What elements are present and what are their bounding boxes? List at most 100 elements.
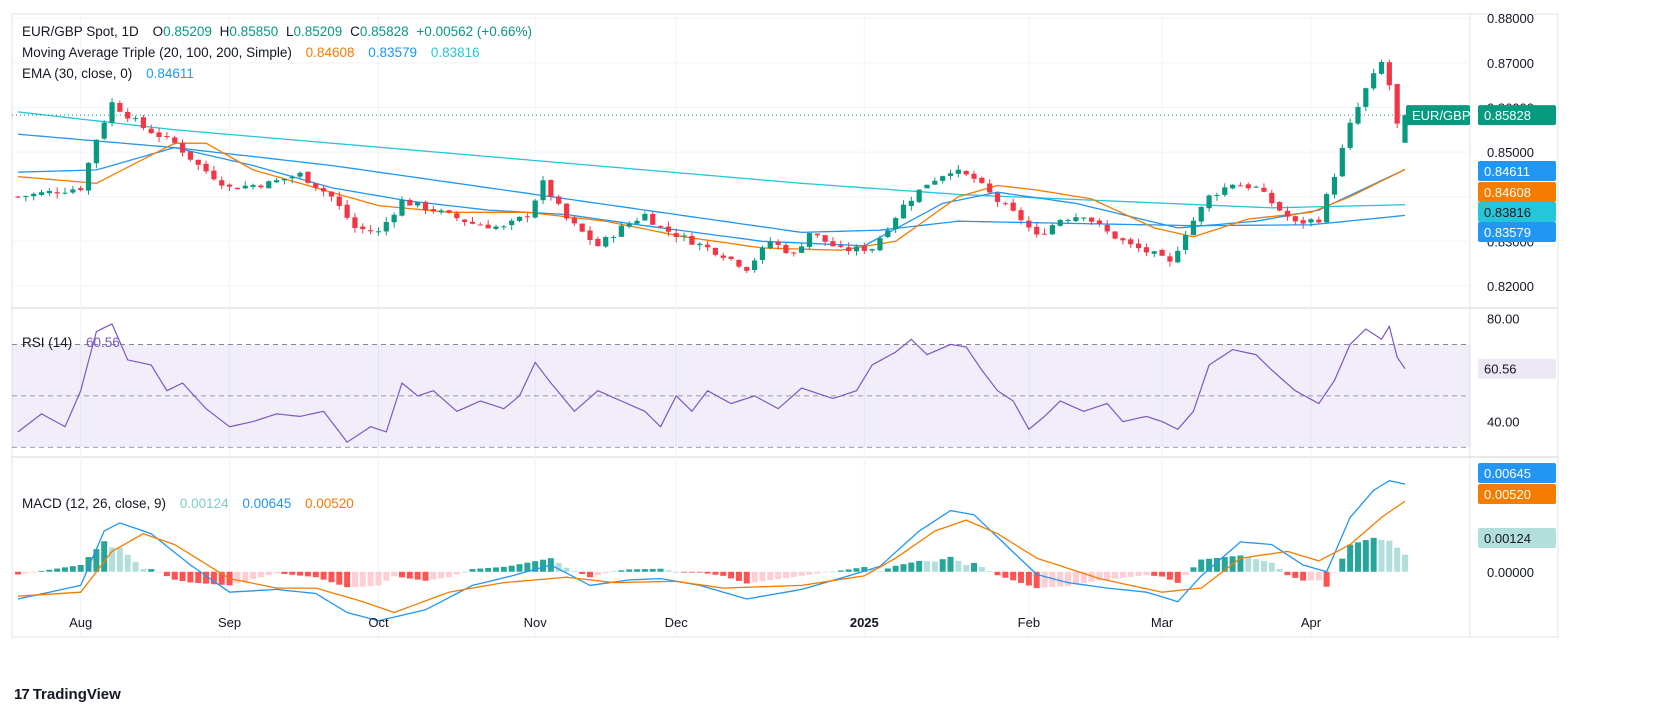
chart-frame xyxy=(11,13,1559,638)
macd-hist-bar xyxy=(712,571,719,575)
macd-label: MACD (12, 26, close, 9) xyxy=(22,496,167,511)
candle-body xyxy=(258,185,264,188)
tradingview-logo[interactable]: 17 TradingView xyxy=(14,686,121,703)
macd-hist-bar xyxy=(1268,562,1275,572)
candle-body xyxy=(179,143,186,153)
macd-hist-bar xyxy=(1010,571,1017,581)
macd-hist-bar xyxy=(626,569,633,572)
macd-hist-bar xyxy=(1119,571,1126,578)
indicator-lines xyxy=(12,111,1470,622)
candle-body xyxy=(618,225,624,237)
macd-hist-bar xyxy=(328,571,335,583)
candle-body xyxy=(1253,186,1259,188)
candle-body xyxy=(908,200,914,206)
macd-hist-bar xyxy=(22,571,29,574)
candle-body xyxy=(62,192,68,194)
candle-body xyxy=(1284,210,1291,217)
candle-body xyxy=(46,191,52,194)
symbol-tag: EUR/GBP xyxy=(1412,108,1471,123)
macd-hist-bar xyxy=(477,568,484,572)
candle-body xyxy=(987,183,993,193)
macd-hist-bar xyxy=(861,567,868,572)
macd-hist-bar xyxy=(869,569,876,572)
candle-body xyxy=(940,176,946,181)
macd-hist-bar xyxy=(1347,544,1354,572)
candle-body xyxy=(78,188,84,191)
candle-body xyxy=(172,137,178,143)
macd-hist-bar xyxy=(54,568,61,572)
macd-hist-bar xyxy=(916,560,923,572)
candle-body xyxy=(610,237,617,239)
rsi-line xyxy=(17,323,1406,443)
legend-macd-row: MACD (12, 26, close, 9) 0.00124 0.00645 … xyxy=(22,496,358,511)
macd-hist-bar xyxy=(30,571,37,573)
macd-hist-bar xyxy=(93,549,100,572)
candle-body xyxy=(101,122,107,139)
candle-body xyxy=(846,247,852,252)
candle-body xyxy=(775,241,781,245)
candle-body xyxy=(634,220,640,224)
candle-body xyxy=(1002,203,1008,205)
macd-hist-bar xyxy=(1166,571,1173,580)
candle-body xyxy=(1371,73,1377,89)
macd-hist-bar xyxy=(430,571,437,580)
macd-hist-bar xyxy=(391,571,398,577)
candle-body xyxy=(853,246,860,252)
macd-hist-bar xyxy=(469,569,476,572)
symbol-tag-bg xyxy=(1406,105,1470,126)
macd-hist-bar xyxy=(140,569,147,572)
macd-line-tag-bg xyxy=(1478,463,1556,483)
macd-hist-value: 0.00124 xyxy=(179,496,229,511)
candle-body xyxy=(148,128,154,134)
ma20-price-tag: 0.84608 xyxy=(1484,185,1531,200)
macd-hist-bar xyxy=(1378,539,1385,572)
candle-body xyxy=(955,169,961,174)
y-tick-label: 0.87000 xyxy=(1487,56,1534,71)
macd-hist-bar xyxy=(743,571,750,584)
ma20-value: 0.84608 xyxy=(305,45,355,60)
macd-hist-bar xyxy=(540,559,547,572)
macd-hist-bar xyxy=(563,567,570,572)
macd-hist-bar xyxy=(485,567,492,572)
macd-hist-bar xyxy=(38,570,45,572)
macd-hist-bar xyxy=(242,571,249,582)
candle-body xyxy=(1182,235,1189,250)
macd-hist-bar xyxy=(210,571,217,585)
macd-hist-bar xyxy=(1025,571,1032,586)
macd-hist-bar xyxy=(798,571,805,576)
macd-hist-bar xyxy=(735,571,742,581)
legend-rsi-row: RSI (14) 60.56 xyxy=(22,335,124,350)
macd-hist-bar xyxy=(124,554,131,572)
macd-hist-bar xyxy=(195,571,202,584)
macd-hist-bar xyxy=(994,571,1001,576)
macd-hist-bar xyxy=(555,562,562,572)
macd-histogram xyxy=(15,537,1408,589)
ma100-value: 0.83579 xyxy=(368,45,418,60)
macd-hist-bar xyxy=(265,571,272,576)
macd-hist-bar xyxy=(336,571,343,585)
macd-hist-bar xyxy=(281,571,288,574)
macd-hist-bar xyxy=(445,571,452,578)
high-label: H xyxy=(219,24,230,39)
macd-hist-bar xyxy=(634,569,641,572)
ma200-price-tag-bg xyxy=(1478,202,1556,222)
candle-body xyxy=(31,193,37,197)
candle-body xyxy=(454,213,460,219)
candle-body xyxy=(759,247,766,261)
macd-hist-bar xyxy=(963,564,970,572)
candle-body xyxy=(556,196,562,204)
rsi-label: RSI (14) xyxy=(22,335,73,350)
candle-body xyxy=(1088,217,1095,222)
macd-hist-bar xyxy=(1049,571,1056,588)
macd-hist-bar xyxy=(594,571,601,576)
macd-hist-bar xyxy=(344,571,351,588)
grid xyxy=(11,13,1559,638)
close-label: C xyxy=(350,24,360,39)
candle-body xyxy=(1081,217,1087,219)
macd-hist-bar xyxy=(163,571,170,577)
macd-hist-bar xyxy=(15,571,21,575)
candle-body xyxy=(23,195,29,197)
ema-label: EMA (30, close, 0) xyxy=(22,66,133,81)
macd-hist-bar xyxy=(892,565,899,572)
